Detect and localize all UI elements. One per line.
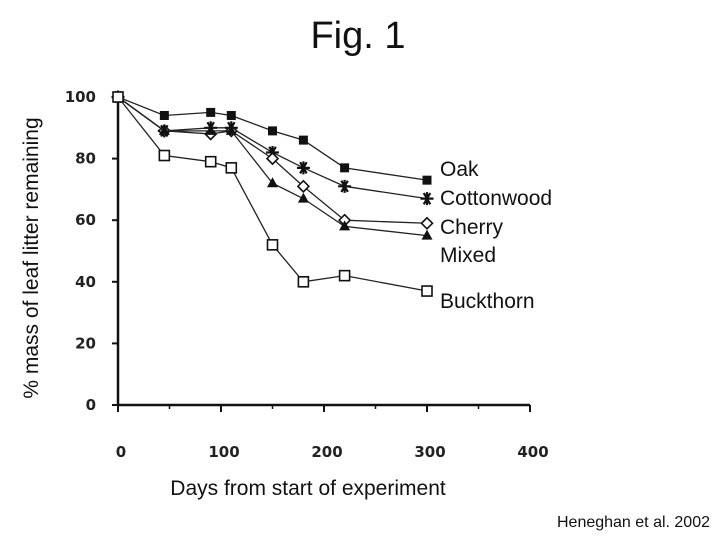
oak-marker — [340, 163, 350, 173]
mixed-marker — [225, 124, 237, 135]
buckthorn-series — [112, 91, 433, 297]
axes: 0 20 40 60 80 100 0 100 200 300 400 — [65, 88, 549, 461]
cottonwood-series — [111, 90, 434, 206]
mixed-marker — [267, 177, 278, 188]
credit-text: Heneghan et al. 2002 — [557, 514, 710, 531]
mixed-marker — [158, 124, 170, 135]
buckthorn-marker — [158, 149, 171, 162]
y-tick-label: 40 — [75, 273, 96, 291]
buckthorn-marker — [421, 285, 433, 297]
x-tick-label: 400 — [517, 443, 548, 461]
buckthorn-marker — [225, 162, 238, 174]
cherry-marker — [420, 216, 434, 230]
buckthorn-label: Buckthorn — [440, 290, 535, 313]
oak-marker — [268, 126, 277, 136]
mixed-line — [117, 96, 428, 237]
buckthorn-marker — [338, 269, 351, 282]
mixed-marker — [421, 229, 433, 240]
y-tick-label: 80 — [75, 150, 96, 168]
mixed-marker — [297, 192, 309, 203]
y-tick-label: 60 — [75, 211, 96, 229]
buckthorn-marker — [112, 91, 124, 103]
mixed-marker — [205, 124, 217, 135]
y-tick-label: 20 — [75, 334, 96, 352]
x-tick-label: 100 — [208, 443, 239, 461]
cottonwood-marker — [338, 179, 352, 193]
oak-marker — [226, 110, 236, 120]
x-tick-label: 300 — [414, 443, 445, 461]
cherry-marker — [265, 151, 280, 166]
oak-line — [117, 96, 428, 181]
cherry-label: Cherry — [440, 216, 504, 239]
buckthorn-marker — [204, 155, 217, 168]
cottonwood-marker — [296, 161, 310, 175]
buckthorn-line — [117, 96, 428, 292]
cottonwood-label: Cottonwood — [440, 187, 552, 210]
y-tick-label: 100 — [65, 88, 96, 106]
oak-marker — [206, 107, 216, 117]
oak-marker — [422, 175, 432, 185]
y-tick-label: 0 — [86, 396, 96, 414]
oak-label: Oak — [440, 158, 479, 181]
oak-marker — [159, 110, 169, 120]
buckthorn-marker — [297, 275, 310, 288]
chart-title: Fig. 1 — [310, 15, 405, 57]
mixed-label: Mixed — [440, 244, 496, 267]
x-tick-label: 0 — [116, 443, 126, 461]
mixed-marker — [339, 220, 351, 231]
x-axis-label: Days from start of experiment — [170, 477, 446, 500]
oak-marker — [298, 135, 308, 145]
x-tick-label: 200 — [311, 443, 342, 461]
series-labels: Oak Cottonwood Cherry Mixed Buckthorn — [440, 158, 552, 313]
buckthorn-marker — [266, 239, 279, 251]
cottonwood-marker — [420, 192, 434, 206]
series-layer — [111, 90, 434, 297]
cherry-marker — [296, 179, 311, 193]
oak-series — [113, 92, 432, 185]
y-axis-label: % mass of leaf litter remaining — [20, 117, 43, 398]
